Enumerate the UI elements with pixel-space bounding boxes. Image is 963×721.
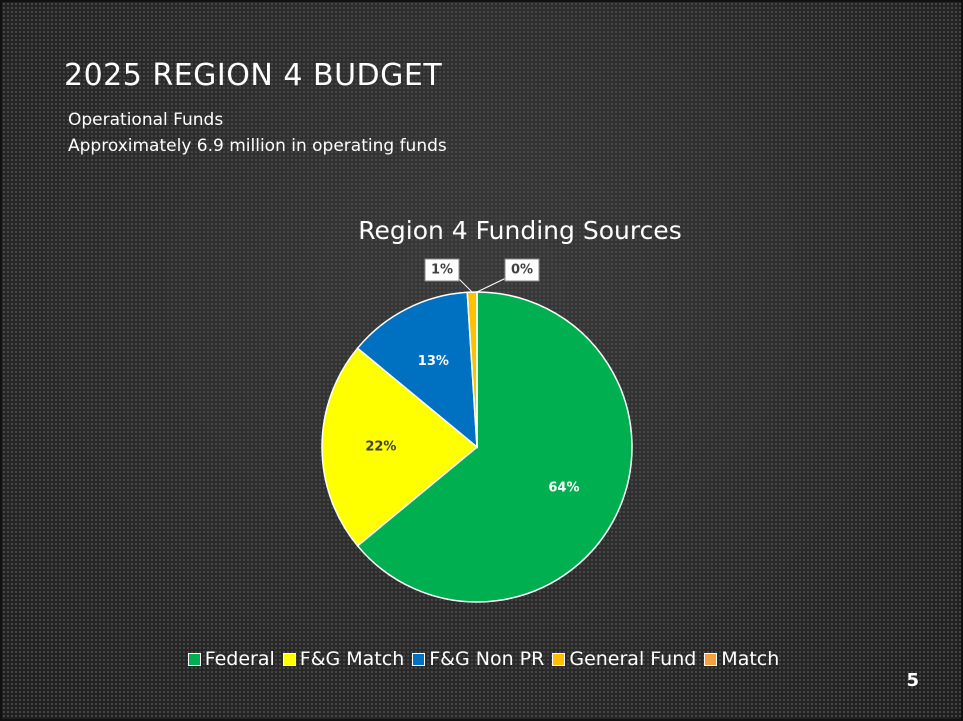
legend-label: Federal [204,648,275,670]
leader-line [476,277,507,293]
data-label: 22% [365,440,396,455]
legend-label: F&G Match [299,648,405,670]
slide-title: 2025 REGION 4 BUDGET [64,58,443,93]
legend-label: Match [721,648,780,670]
legend-swatch [187,652,201,666]
legend-swatch [704,652,718,666]
legend-item: F&G Match [282,648,405,670]
pie-slice [356,291,478,449]
label-box [424,258,460,282]
legend-item: Match [704,648,779,670]
subtitle: Approximately 6.9 million in operating f… [68,136,447,156]
chart-title: Region 4 Funding Sources [358,216,681,245]
legend-item: General Fund [552,648,696,670]
pie-slice [321,347,479,547]
data-label: 64% [548,480,579,495]
legend-item: Federal [187,648,275,670]
legend-item: F&G Non PR [412,648,544,670]
slide-number: 5 [906,670,919,691]
data-label: 13% [418,354,449,369]
legend-swatch [412,652,426,666]
label-box [504,258,540,282]
data-label: 1% [431,263,453,278]
legend-swatch [282,652,296,666]
data-label: 0% [511,263,533,278]
legend-swatch [552,652,566,666]
legend: Federal F&G Match F&G Non PR General Fund Ma… [2,648,961,670]
pie-slice [356,291,633,603]
legend-label: General Fund [569,648,697,670]
leader-line [457,277,473,293]
subtitle: Operational Funds [68,110,224,130]
legend-label: F&G Non PR [429,648,545,670]
